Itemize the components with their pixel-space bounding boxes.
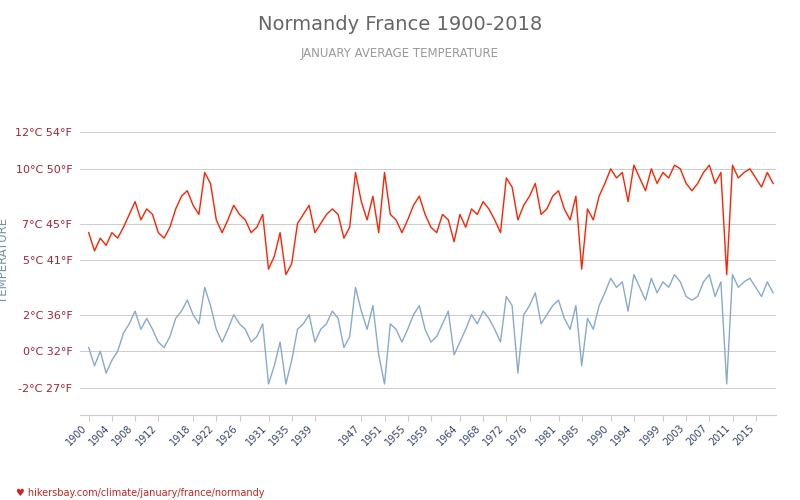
Text: ♥ hikersbay.com/climate/january/france/normandy: ♥ hikersbay.com/climate/january/france/n…	[16, 488, 265, 498]
Y-axis label: TEMPERATURE: TEMPERATURE	[0, 218, 10, 302]
Text: JANUARY AVERAGE TEMPERATURE: JANUARY AVERAGE TEMPERATURE	[301, 48, 499, 60]
Text: Normandy France 1900-2018: Normandy France 1900-2018	[258, 15, 542, 34]
